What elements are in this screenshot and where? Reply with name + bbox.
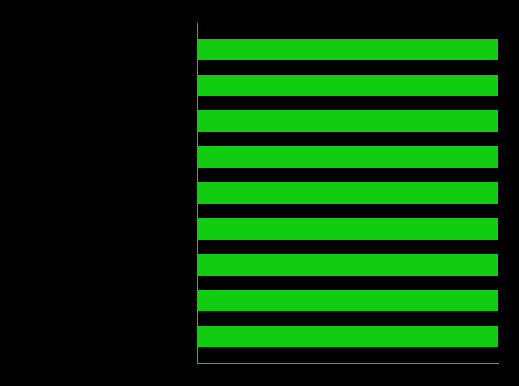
Bar [197, 182, 519, 204]
Bar [197, 218, 519, 240]
Bar [0, 254, 359, 276]
Bar [197, 326, 519, 347]
Bar [0, 110, 434, 132]
Bar [197, 74, 519, 96]
Bar [0, 326, 261, 347]
Bar [0, 218, 383, 240]
Bar [0, 182, 400, 204]
Bar [197, 254, 519, 276]
Bar [197, 110, 519, 132]
Bar [0, 146, 406, 168]
Bar [197, 290, 519, 312]
Bar [0, 39, 469, 60]
Bar [197, 39, 519, 60]
Bar [0, 74, 452, 96]
Bar [197, 146, 519, 168]
Bar [0, 290, 278, 312]
